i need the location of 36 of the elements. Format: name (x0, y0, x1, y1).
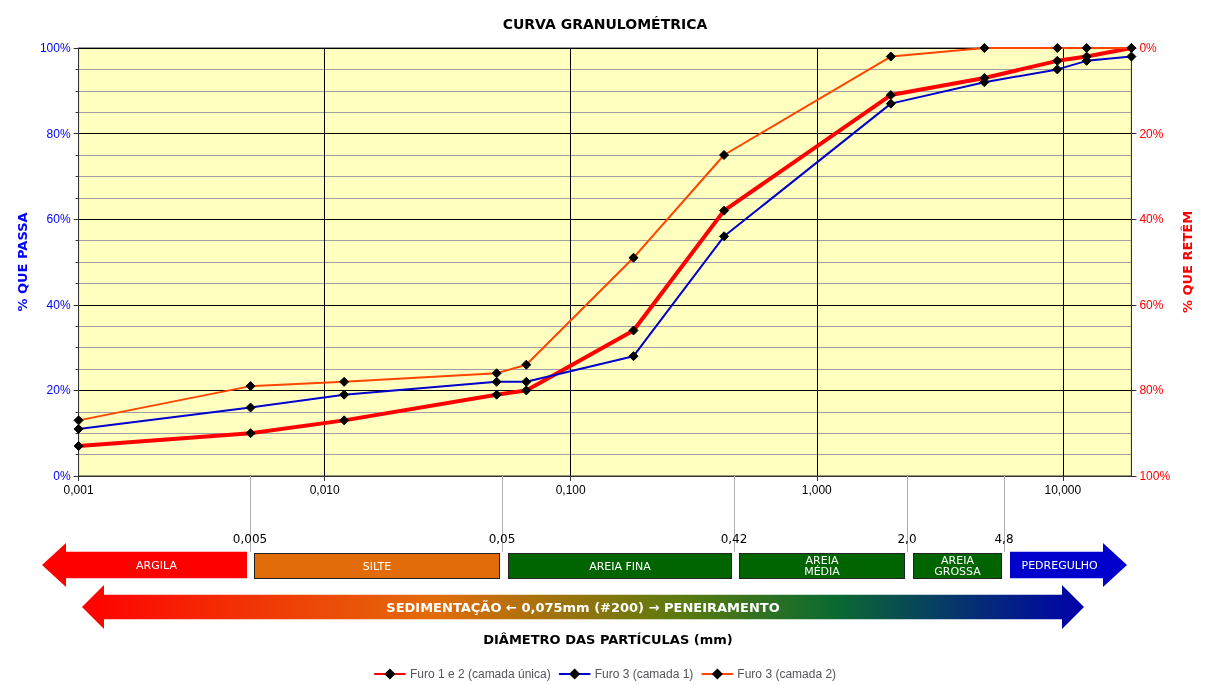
x-tick-label: 0,001 (63, 483, 94, 497)
legend-label: Furo 1 e 2 (camada única) (409, 667, 551, 681)
text: DIÂMETRO DAS PARTÍCULAS (mm) (482, 632, 734, 647)
y2-tick-label: 80% (1139, 383, 1164, 398)
y-tick-label: 0% (53, 469, 71, 483)
x-tick-label: 0,010 (309, 483, 340, 497)
text: 0,005 (231, 532, 269, 546)
x-tick-label: 1,000 (801, 483, 833, 497)
text: AREIA GROSSA (933, 554, 982, 578)
y2-tick-label: 40% (1139, 212, 1164, 227)
y2-tick-label: 0% (1139, 41, 1158, 55)
text: 0,42 (719, 532, 749, 546)
text: AREIA FINA (589, 559, 651, 573)
y-tick-label: 40% (46, 297, 71, 312)
x-tick-label: 10,000 (1044, 483, 1082, 497)
y-tick-label: 60% (46, 212, 71, 227)
y-tick-label: 20% (46, 383, 71, 398)
legend-label: Furo 3 (camada 2) (737, 667, 837, 681)
text: AREIA MÉDIA (803, 554, 841, 578)
x-tick-label: 0,100 (555, 483, 587, 497)
text: SILTE (362, 559, 392, 573)
legend-label: Furo 3 (camada 1) (594, 667, 694, 681)
y-tick-label: 80% (46, 126, 71, 141)
y2-tick-label: 60% (1139, 297, 1164, 312)
y2-axis-title: % QUE RETÊM (1180, 210, 1195, 314)
text: PEDREGULHO (1021, 558, 1098, 572)
y2-tick-label: 20% (1139, 126, 1164, 141)
chart-title: CURVA GRANULOMÉTRICA (502, 16, 708, 32)
y-axis-title: % QUE PASSA (15, 212, 30, 312)
text: 0,05 (487, 532, 517, 546)
text: 4,8 (993, 532, 1015, 546)
text: 2,0 (896, 532, 918, 546)
text: ARGILA (136, 558, 177, 572)
y-tick-label: 100% (39, 41, 71, 55)
y2-tick-label: 100% (1139, 469, 1171, 483)
text: SEDIMENTAÇÃO ← 0,075mm (#200) → PENEIRAMENTO (386, 599, 780, 615)
